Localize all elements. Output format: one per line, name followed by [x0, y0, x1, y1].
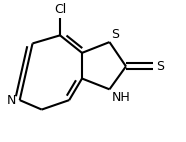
Text: S: S [156, 60, 164, 73]
Text: N: N [7, 94, 16, 107]
Text: NH: NH [111, 91, 130, 104]
Text: Cl: Cl [54, 3, 66, 16]
Text: S: S [111, 28, 119, 41]
